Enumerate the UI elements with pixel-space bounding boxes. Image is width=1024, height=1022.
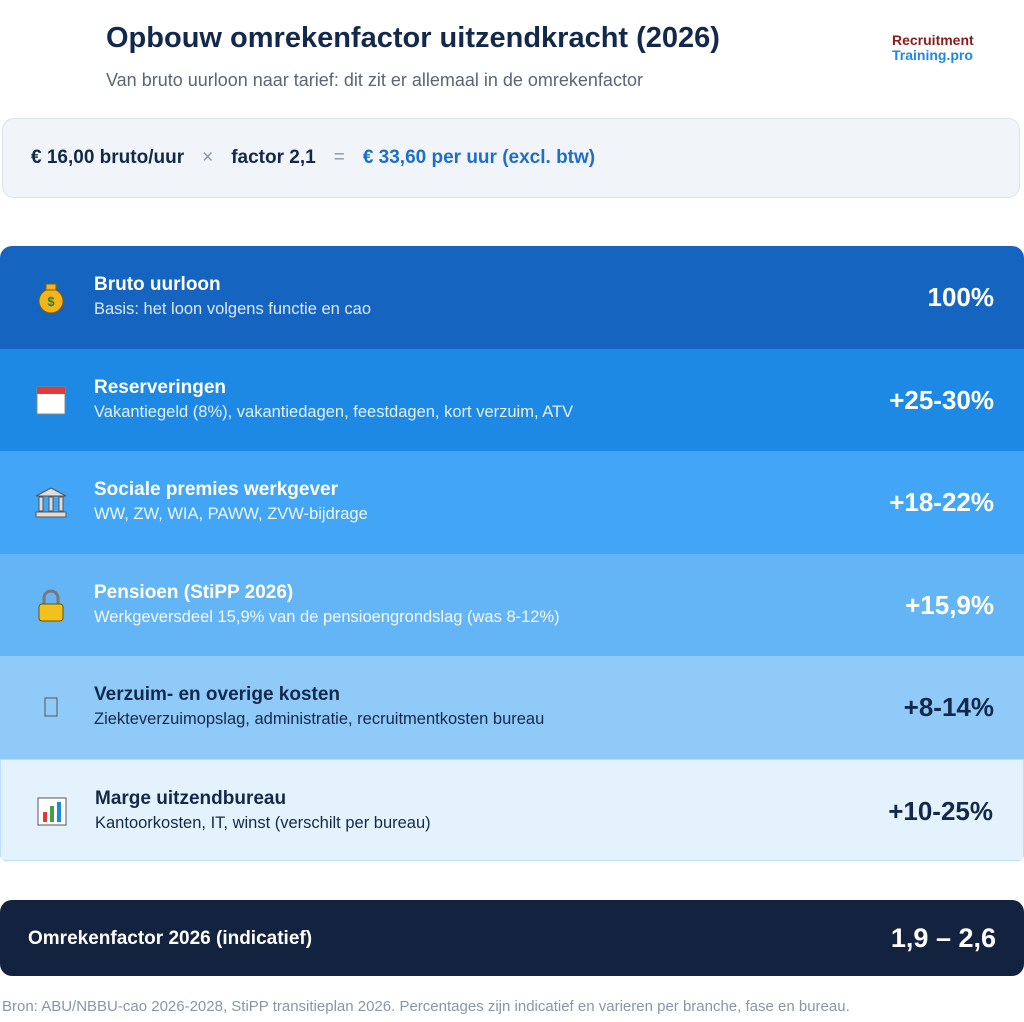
row-title: Pensioen (StiPP 2026) [94,581,294,603]
svg-text:$: $ [47,294,55,309]
rows: $ Bruto uurloon Basis: het loon volgens fu… [0,246,1024,861]
row: Reserveringen Vakantiegeld (8%), vakantie… [0,348,1024,451]
row: Pensioen (StiPP 2026) Werkgeversdeel 15,9… [0,553,1024,656]
row-icon [38,589,64,621]
wage: € 16,00 bruto/uur [31,147,185,168]
total-label: Omrekenfactor 2026 (indicatief) [28,928,313,949]
logo: Recruitment Training.pro [892,33,974,63]
row: Verzuim- en overige kosten Ziekteverzuimo… [0,656,1024,759]
row-description: Basis: het loon volgens functie en cao [94,300,372,318]
logo-line: Recruitment [892,32,974,48]
row-title: Sociale premies werkgever [94,479,338,500]
total-value: 1,9 – 2,6 [890,923,996,953]
subtitle: Van bruto uurloon naar tarief: dit zit e… [106,70,643,90]
row: Sociale premies werkgever WW, ZW, WIA, PA… [0,451,1024,554]
row-icon [36,386,66,414]
result: € 33,60 per uur (excl. btw) [362,147,596,168]
source: Bron: ABU/NBBU-cao 2026-2028, StiPP tran… [2,998,850,1015]
formula-box: € 16,00 bruto/uur × factor 2,1 = € 33,60… [2,118,1020,198]
row-title: Reserveringen [94,376,227,398]
row-icon: $ [38,283,64,314]
operator: × [202,147,214,168]
title: Opbouw omrekenfactor uitzendkracht (2026… [106,22,720,54]
row-value: 100% [927,282,995,312]
row: Marge uitzendbureau Kantoorkosten, IT, wi… [0,758,1024,861]
row-value: +25-30% [889,384,994,415]
row-icon [44,697,58,717]
row-description: WW, ZW, WIA, PAWW, ZVW-bijdrage [94,505,368,523]
row: $ Bruto uurloon Basis: het loon volgens fu… [0,246,1024,349]
row-description: Werkgeversdeel 15,9% van de pensioengron… [94,607,560,626]
logo-line: Training.pro [892,47,973,63]
row-title: Marge uitzendbureau [95,787,287,809]
row-icon [37,797,67,825]
row-value: +8-14% [903,692,994,722]
row-description: Vakantiegeld (8%), vakantiedagen, feestd… [94,402,574,421]
total-bar: Omrekenfactor 2026 (indicatief) 1,9 – 2,… [0,900,1024,976]
operator: = [333,147,345,168]
row-value: +15,9% [905,589,994,620]
row-description: Ziekteverzuimopslag, administratie, recr… [94,710,545,728]
factor: factor 2,1 [231,147,316,168]
row-title: Verzuim- en overige kosten [94,684,341,705]
row-value: +18-22% [889,487,994,517]
row-description: Kantoorkosten, IT, winst (verschilt per … [95,813,431,832]
row-value: +10-25% [888,795,993,826]
row-icon [35,487,67,518]
row-title: Bruto uurloon [94,274,221,295]
